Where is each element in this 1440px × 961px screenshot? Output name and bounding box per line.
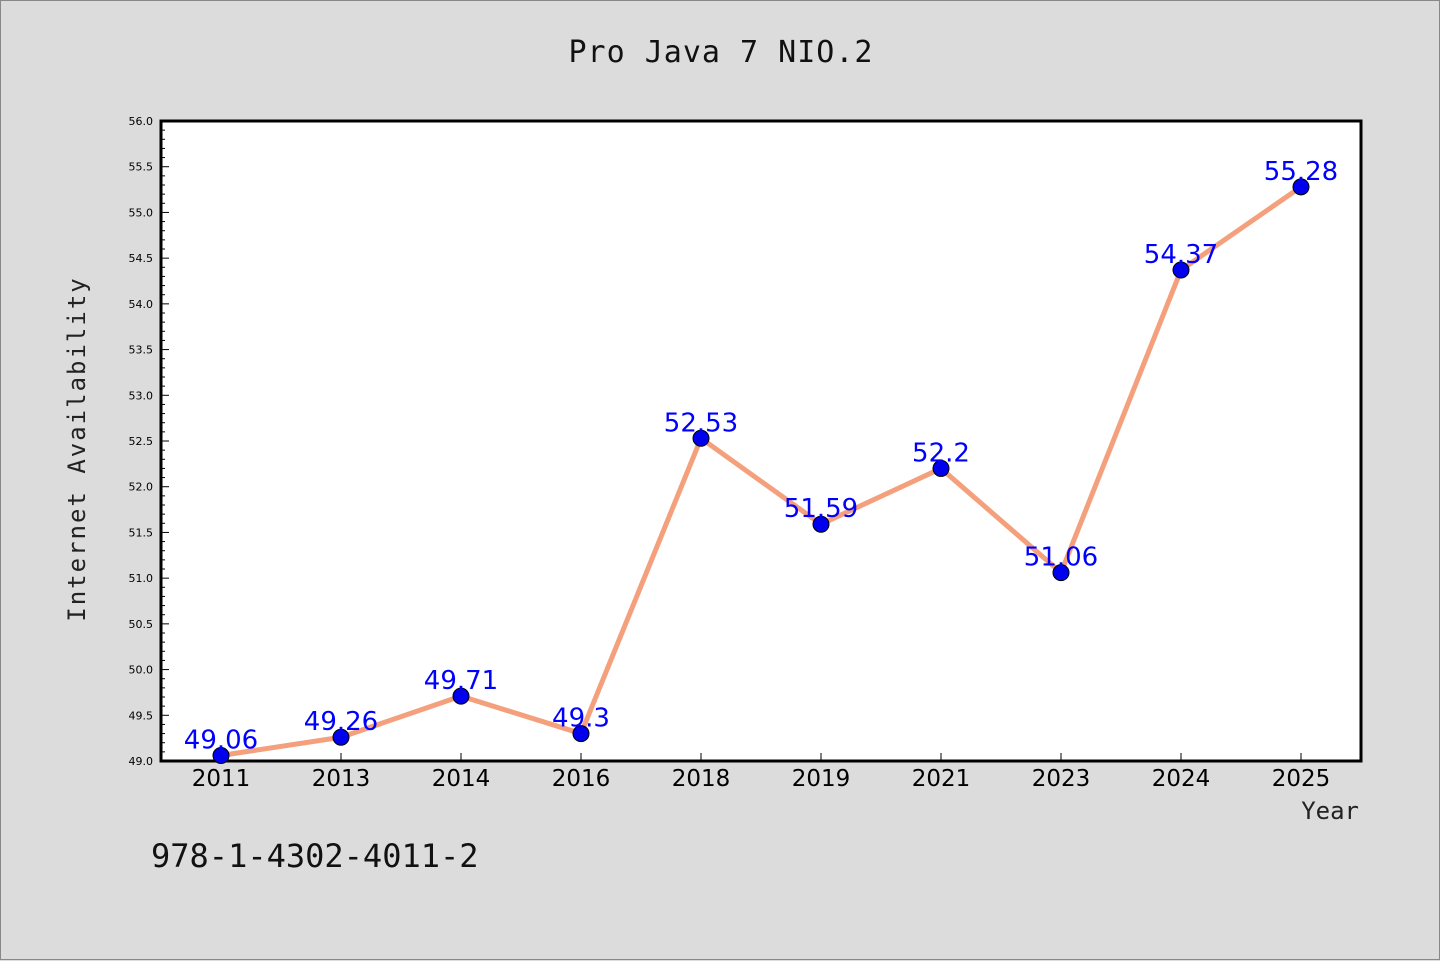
x-tick-label: 2018 <box>672 766 731 792</box>
y-tick-label: 49.5 <box>129 709 154 722</box>
data-label: 52.2 <box>912 438 970 468</box>
data-label: 55.28 <box>1264 157 1338 187</box>
series-line <box>218 184 1304 759</box>
x-tick-label: 2013 <box>312 766 371 792</box>
x-axis-label: Year <box>1301 797 1359 825</box>
data-point <box>1292 178 1310 196</box>
data-point <box>452 687 470 705</box>
y-tick-label: 52.5 <box>129 435 154 448</box>
data-point <box>572 725 590 743</box>
x-tick-label: 2023 <box>1032 766 1091 792</box>
data-point <box>692 429 710 447</box>
data-label: 49.3 <box>552 704 610 734</box>
x-tick-label: 2025 <box>1272 766 1331 792</box>
y-tick-label: 55.5 <box>129 161 154 174</box>
data-point <box>932 459 950 477</box>
data-label: 49.06 <box>184 726 258 756</box>
y-tick-label: 53.5 <box>129 344 154 357</box>
data-label: 51.59 <box>784 494 858 524</box>
data-point <box>1052 564 1070 582</box>
isbn-footnote: 978-1-4302-4011-2 <box>151 837 479 875</box>
data-label: 52.53 <box>664 408 738 438</box>
data-point <box>212 747 230 765</box>
x-tick-label: 2016 <box>552 766 611 792</box>
data-point <box>1172 261 1190 279</box>
data-label: 51.06 <box>1024 543 1098 573</box>
y-tick-label: 52.0 <box>129 481 154 494</box>
plot-area <box>161 121 1361 761</box>
y-tick-label: 49.0 <box>129 755 154 768</box>
y-tick-label: 54.0 <box>129 298 154 311</box>
data-label: 49.26 <box>304 707 378 737</box>
y-tick-label: 54.5 <box>129 252 154 265</box>
x-tick-label: 2021 <box>912 766 971 792</box>
x-tick-label: 2019 <box>792 766 851 792</box>
data-label: 49.71 <box>424 666 498 696</box>
data-label: 54.37 <box>1144 240 1218 270</box>
y-tick-label: 56.0 <box>129 115 154 128</box>
y-tick-label: 53.0 <box>129 389 154 402</box>
x-tick-label: 2014 <box>432 766 491 792</box>
y-tick-label: 50.0 <box>129 664 154 677</box>
chart-title: Pro Java 7 NIO.2 <box>568 35 874 70</box>
y-tick-label: 50.5 <box>129 618 154 631</box>
y-tick-label: 51.5 <box>129 526 154 539</box>
data-point <box>332 728 350 746</box>
y-tick-label: 55.0 <box>129 206 154 219</box>
data-point <box>812 515 830 533</box>
x-tick-label: 2011 <box>192 766 251 792</box>
x-tick-label: 2024 <box>1152 766 1211 792</box>
plot-frame <box>159 119 1363 763</box>
y-tick-label: 51.0 <box>129 572 154 585</box>
